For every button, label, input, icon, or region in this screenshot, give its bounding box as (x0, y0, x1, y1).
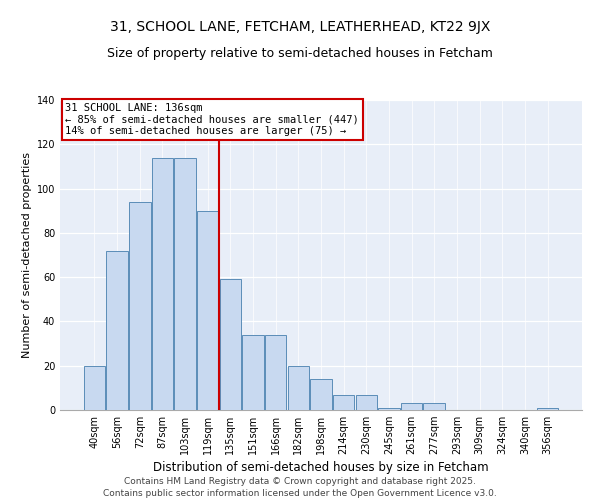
Bar (287, 366, 309, 410)
Bar (220, 280, 241, 410)
Bar (378, 408, 400, 410)
Bar (152, 158, 173, 410)
Text: Contains HM Land Registry data © Crown copyright and database right 2025.
Contai: Contains HM Land Registry data © Crown c… (103, 476, 497, 498)
Bar (265, 334, 286, 410)
Bar (175, 158, 196, 410)
Text: 31 SCHOOL LANE: 136sqm
← 85% of semi-detached houses are smaller (447)
14% of se: 31 SCHOOL LANE: 136sqm ← 85% of semi-det… (65, 103, 359, 136)
Bar (537, 408, 558, 410)
Bar (333, 394, 355, 410)
Y-axis label: Number of semi-detached properties: Number of semi-detached properties (22, 152, 32, 358)
Bar (84, 366, 105, 410)
Bar (106, 250, 128, 410)
Bar (401, 404, 422, 410)
Text: Size of property relative to semi-detached houses in Fetcham: Size of property relative to semi-detach… (107, 48, 493, 60)
Bar (197, 210, 218, 410)
Text: 31, SCHOOL LANE, FETCHAM, LEATHERHEAD, KT22 9JX: 31, SCHOOL LANE, FETCHAM, LEATHERHEAD, K… (110, 20, 490, 34)
Bar (356, 394, 377, 410)
Bar (242, 334, 264, 410)
Bar (310, 379, 332, 410)
X-axis label: Distribution of semi-detached houses by size in Fetcham: Distribution of semi-detached houses by … (153, 462, 489, 474)
Bar (129, 202, 151, 410)
Bar (424, 404, 445, 410)
